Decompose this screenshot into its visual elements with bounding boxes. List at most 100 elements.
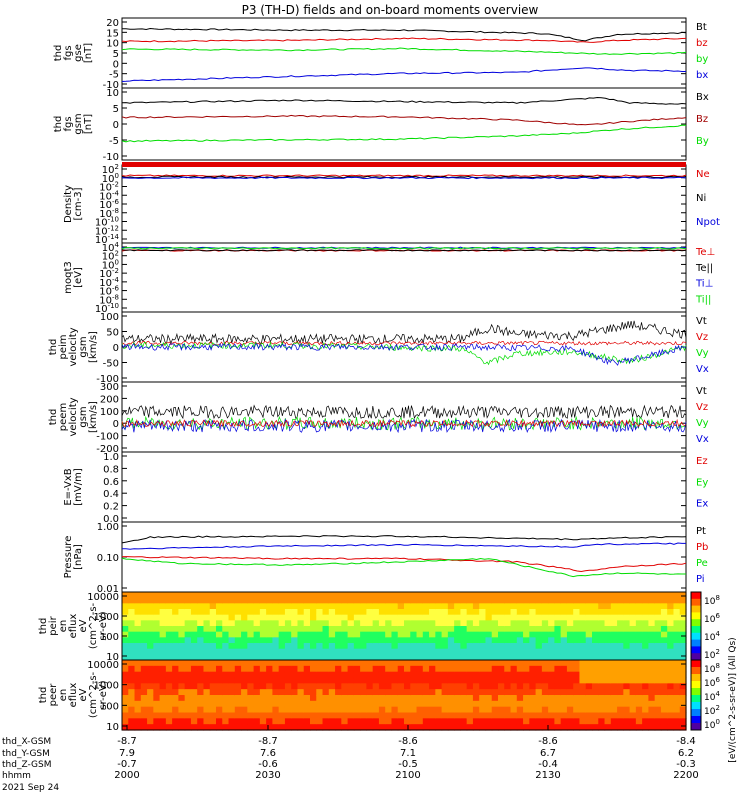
spectrogram-cell: [560, 648, 568, 655]
spectrogram-cell: [404, 665, 411, 673]
spectrogram-cell: [485, 654, 493, 661]
spectrogram-cell: [209, 700, 217, 708]
spectrogram-cell: [203, 631, 211, 638]
spectrogram-cell: [297, 689, 305, 696]
spectrogram-cell: [598, 677, 606, 684]
spectrogram-cell: [479, 660, 487, 667]
spectrogram-cell: [328, 597, 336, 604]
spectrogram-cell: [178, 695, 186, 702]
spectrogram-cell: [529, 609, 537, 616]
x-tick-label: 2100: [395, 770, 420, 781]
spectrogram-cell: [122, 689, 129, 696]
spectrogram-cell: [190, 671, 198, 679]
spectrogram-cell: [316, 654, 324, 661]
spectrogram-cell: [472, 603, 480, 610]
spectrogram-cell: [660, 654, 668, 661]
spectrogram-cell: [316, 712, 324, 719]
legend-entry: Ti||: [695, 294, 711, 305]
spectrogram-cell: [341, 700, 349, 708]
spectrogram-cell: [184, 706, 192, 714]
spectrogram-cell: [617, 724, 624, 731]
spectrogram-cell: [122, 620, 129, 627]
y-tick-label: 10-8: [99, 293, 119, 306]
spectrogram-cell: [491, 609, 499, 616]
spectrogram-cell: [216, 712, 223, 719]
spectrogram-cell: [573, 643, 581, 650]
spectrogram-cell: [516, 683, 524, 690]
spectrogram-cell: [128, 724, 136, 731]
spectrogram-cell: [435, 609, 443, 616]
spectrogram-cell: [485, 620, 493, 627]
spectrogram-cell: [491, 660, 499, 667]
spectrogram-cell: [366, 603, 374, 610]
spectrogram-cell: [485, 718, 493, 725]
spectrogram-cell: [447, 631, 455, 638]
spectrogram-cell: [441, 626, 449, 633]
spectrogram-cell: [441, 597, 449, 604]
spectrogram-cell: [460, 706, 468, 714]
spectrogram-cell: [209, 718, 217, 725]
spectrogram-cell: [598, 718, 606, 725]
spectrogram-cell: [460, 671, 468, 679]
spectrogram-cell: [297, 665, 305, 673]
spectrogram-cell: [278, 677, 286, 684]
spectrogram-cell: [454, 654, 461, 661]
spectrogram-cell: [366, 631, 374, 638]
spectrogram-cell: [216, 695, 223, 702]
spectrogram-cell: [610, 654, 618, 661]
spectrogram-cell: [253, 683, 261, 690]
spectrogram-cell: [472, 712, 480, 719]
spectrogram-cell: [535, 643, 543, 650]
spectrogram-cell: [535, 597, 543, 604]
spectrogram-cell: [247, 683, 255, 690]
spectrogram-cell: [654, 724, 662, 731]
spectrogram-cell: [203, 643, 211, 650]
spectrogram-cell: [554, 695, 562, 702]
spectrogram-cell: [253, 643, 261, 650]
spectrogram-cell: [366, 637, 374, 644]
spectrogram-cell: [441, 631, 449, 638]
y-tick-label: 10-2: [99, 181, 119, 194]
spectrogram-cell: [410, 614, 418, 621]
spectrogram-cell: [667, 620, 675, 627]
legend-entry: Pt: [696, 526, 706, 537]
spectrogram-cell: [134, 654, 142, 661]
spectrogram-cell: [297, 671, 305, 679]
y-axis-label: Pressure[nPa]: [63, 536, 84, 579]
spectrogram-cell: [592, 677, 599, 684]
spectrogram-cell: [328, 665, 336, 673]
spectrogram-cell: [222, 718, 230, 725]
spectrogram-cell: [247, 631, 255, 638]
spectrogram-cell: [498, 677, 505, 684]
spectrogram-cell: [529, 695, 537, 702]
spectrogram-cell: [529, 643, 537, 650]
spectrogram-cell: [190, 609, 198, 616]
spectrogram-cell: [491, 718, 499, 725]
spectrogram-cell: [447, 718, 455, 725]
spectrogram-cell: [397, 614, 405, 621]
spectrogram-cell: [673, 695, 681, 702]
spectrogram-cell: [297, 677, 305, 684]
spectrogram-cell: [510, 660, 518, 667]
spectrogram-cell: [128, 597, 136, 604]
spectrogram-cell: [366, 648, 374, 655]
spectrogram-cell: [335, 689, 342, 696]
spectrogram-cell: [197, 665, 205, 673]
spectrogram-cell: [598, 643, 606, 650]
spectrogram-cell: [266, 683, 273, 690]
spectrogram-cell: [623, 620, 631, 627]
spectrogram-cell: [122, 592, 129, 599]
spectrogram-cell: [303, 637, 311, 644]
spectrogram-cell: [316, 626, 324, 633]
spectrogram-cell: [165, 677, 173, 684]
spectrogram-cell: [366, 718, 374, 725]
spectrogram-cell: [604, 700, 612, 708]
spectrogram-cell: [523, 631, 530, 638]
spectrogram-cell: [147, 614, 154, 621]
y-tick-label: 10: [106, 652, 119, 663]
spectrogram-cell: [648, 660, 656, 667]
spectrogram-cell: [435, 660, 443, 667]
spectrogram-cell: [197, 706, 205, 714]
spectrogram-cell: [585, 631, 593, 638]
spectrogram-cell: [284, 665, 292, 673]
